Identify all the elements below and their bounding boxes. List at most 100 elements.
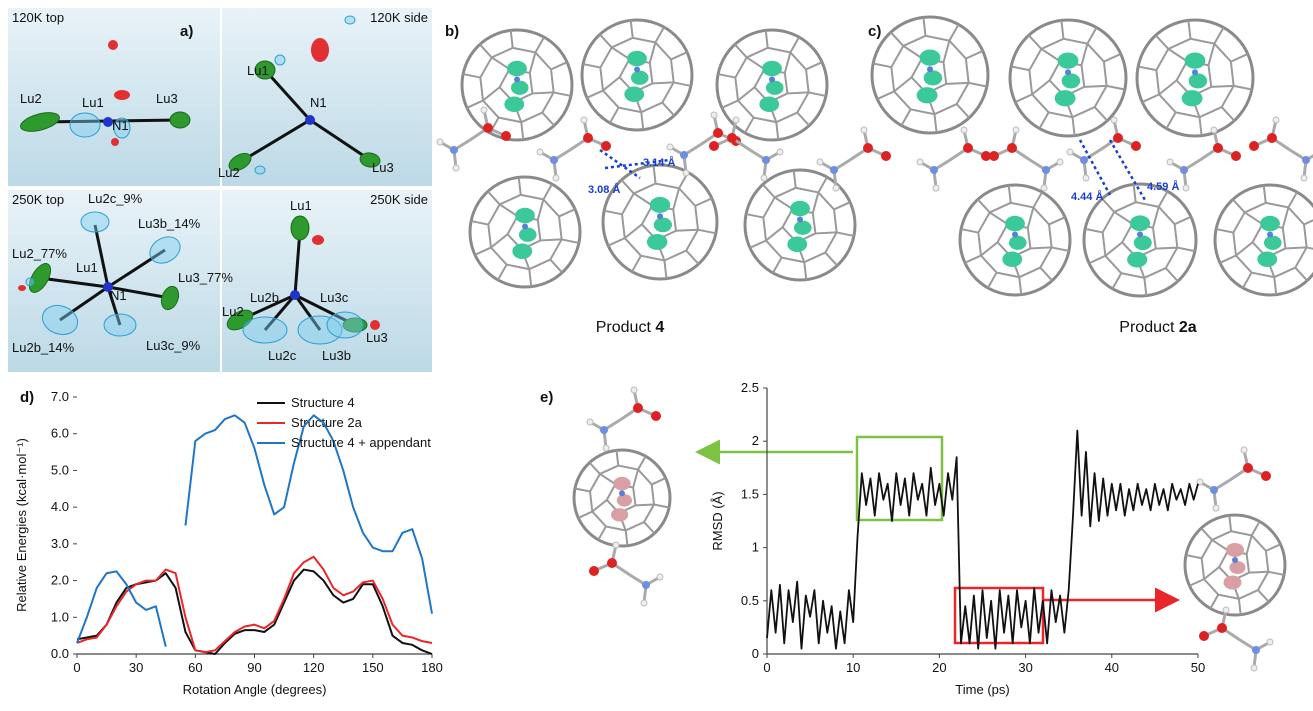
metal-atom <box>504 97 524 112</box>
metal-atom <box>617 494 632 506</box>
density-blob <box>312 235 324 245</box>
cage-bond <box>583 64 600 67</box>
fullerene <box>1185 515 1285 615</box>
oxygen-atom <box>1199 631 1209 641</box>
hydrogen-atom <box>1211 127 1217 133</box>
y-axis-label: Relative Energies (kcal·mol⁻¹) <box>14 438 29 612</box>
x-tick-label: 90 <box>247 660 261 675</box>
cage-bond <box>604 211 622 215</box>
hydrogen-atom <box>1241 447 1247 453</box>
nitrogen-atom <box>600 426 608 434</box>
metal-atom <box>1009 236 1027 250</box>
hydrogen-atom <box>761 175 767 181</box>
cage-bond <box>635 504 654 505</box>
y-tick-label: 6.0 <box>51 426 69 441</box>
cage-bond <box>747 57 765 69</box>
fullerene <box>470 177 580 287</box>
line-series <box>77 557 432 652</box>
y-tick-label: 0 <box>752 646 759 661</box>
cage-bond <box>745 118 754 133</box>
fullerene <box>1137 20 1253 136</box>
y-tick-label: 2 <box>752 433 759 448</box>
cage-bond <box>492 57 510 69</box>
nitrogen-atom <box>290 290 300 300</box>
cage-bond <box>1188 20 1190 38</box>
nitrogen-atom <box>1137 231 1143 237</box>
cage-bond <box>946 83 968 84</box>
metal-atom <box>647 234 668 250</box>
cage-bond <box>1084 86 1106 87</box>
nitrogen-atom <box>657 213 663 219</box>
cage-bond <box>483 87 500 100</box>
density-mesh <box>327 312 363 338</box>
cage-bond <box>969 83 987 87</box>
atom-label: Lu2 <box>222 304 244 319</box>
cage-bond <box>766 30 768 47</box>
cage-bond <box>790 37 799 52</box>
cage-bond <box>538 199 544 219</box>
oxygen-atom <box>633 403 643 413</box>
density-blob <box>18 285 26 291</box>
cage-bond <box>608 238 625 246</box>
cage-bond <box>806 62 822 69</box>
cage-bond <box>600 474 615 484</box>
y-tick-label: 2.0 <box>51 573 69 588</box>
x-tick-label: 150 <box>362 660 384 675</box>
cage-bond <box>638 456 646 469</box>
cage-bond <box>559 209 575 216</box>
cage-bond <box>664 261 666 279</box>
atom-label: Lu1 <box>82 95 104 110</box>
metal-atom <box>512 244 532 259</box>
oxygen-atom <box>881 151 891 161</box>
y-tick-label: 1 <box>752 540 759 555</box>
cage-bond <box>554 92 571 95</box>
line-series <box>77 415 432 646</box>
cage-bond <box>1214 27 1223 43</box>
cage-bond <box>698 230 716 234</box>
hydrogen-atom <box>657 574 663 580</box>
nitrogen-atom <box>1232 557 1238 563</box>
cage-bond <box>521 122 523 139</box>
cage-bond <box>612 47 630 59</box>
density-mesh <box>104 314 136 336</box>
cage-bond <box>966 51 983 59</box>
cage-bond <box>1095 107 1108 121</box>
cage-bond <box>1208 44 1214 66</box>
y-tick-label: 2.5 <box>741 380 759 395</box>
cage-bond <box>1307 247 1313 250</box>
cage-bond <box>923 17 925 35</box>
cage-bond <box>610 108 619 123</box>
cage-bond <box>794 170 796 187</box>
nitrogen-atom <box>1302 156 1310 164</box>
cage-bond <box>988 273 997 288</box>
cage-bond <box>1081 44 1087 66</box>
nitrogen-atom <box>1267 232 1273 238</box>
cage-bond <box>1019 277 1021 294</box>
cage-bond <box>488 191 500 204</box>
hydrogen-atom <box>683 170 689 176</box>
cage-bond <box>1220 256 1236 263</box>
panel-label: b) <box>445 23 459 40</box>
cage-bond <box>813 192 819 212</box>
nitrogen-atom <box>550 156 558 164</box>
thermal-ellipsoid <box>291 216 309 240</box>
metal-atom <box>507 61 527 76</box>
cage-bond <box>1247 535 1252 554</box>
addend <box>1067 117 1141 181</box>
cage-bond <box>1252 521 1260 535</box>
oxygen-atom <box>1217 623 1227 633</box>
cage-bond <box>1039 112 1048 128</box>
oxygen-atom <box>1131 141 1141 151</box>
addend <box>1249 117 1313 181</box>
density-mesh <box>255 166 265 174</box>
metal-atom <box>1182 90 1203 106</box>
cage-bond <box>600 34 612 47</box>
density-blob <box>108 40 118 50</box>
cage-bond <box>978 199 990 212</box>
cage-bond <box>1134 184 1136 202</box>
metal-atom <box>1058 52 1079 68</box>
hydrogen-atom <box>1273 117 1279 123</box>
nitrogen-atom <box>1065 69 1071 75</box>
cage-bond <box>1175 217 1191 224</box>
cage-bond <box>1112 273 1121 289</box>
